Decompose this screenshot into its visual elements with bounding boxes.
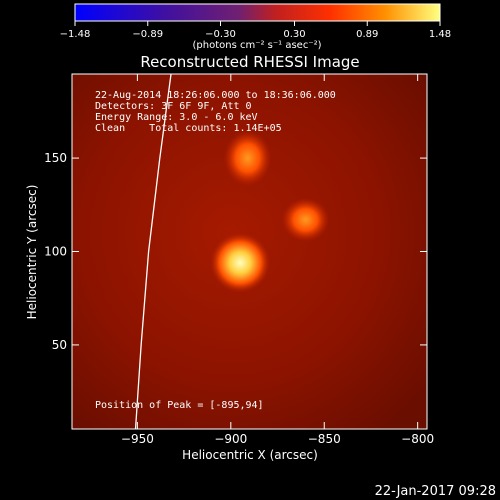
emission-source — [210, 232, 271, 293]
footer-date: 22-Jan-2017 09:28 — [375, 484, 496, 499]
annotations: 22-Aug-2014 18:26:06.000 to 18:36:06.000… — [95, 90, 336, 411]
x-tick-label: −800 — [401, 432, 434, 446]
emission-source — [223, 130, 272, 187]
x-tick-label: −900 — [214, 432, 247, 446]
annotation-counts: Clean Total counts: 1.14E+05 — [95, 123, 282, 134]
annotation-detectors: Detectors: 3F 6F 9F, Att 0 — [95, 101, 252, 112]
colorbar-tick-label: −1.48 — [60, 29, 91, 40]
x-tick-label: −950 — [121, 432, 154, 446]
colorbar-gradient — [74, 3, 441, 22]
colorbar-tick-label: −0.89 — [132, 29, 163, 40]
y-axis-ticks: 50 100 150 — [44, 151, 427, 352]
colorbar-unit: (photons cm⁻² s⁻¹ asec⁻²) — [192, 40, 321, 51]
colorbar-tick-label: 1.48 — [429, 29, 451, 40]
colorbar-tick-label: 0.30 — [283, 29, 305, 40]
y-tick-label: 100 — [44, 245, 67, 259]
x-tick-label: −850 — [308, 432, 341, 446]
x-axis-label: Heliocentric X (arcsec) — [182, 448, 318, 462]
annotation-energy: Energy Range: 3.0 - 6.0 keV — [95, 112, 258, 123]
chart-title: Reconstructed RHESSI Image — [140, 53, 359, 71]
y-tick-label: 50 — [52, 338, 67, 352]
colorbar-tick-label: 0.89 — [356, 29, 378, 40]
colorbar-tick-label: −0.30 — [205, 29, 236, 40]
x-axis-ticks: −950 −900 −850 −800 — [121, 74, 434, 446]
colorbar-ticks: −1.48 −0.89 −0.30 0.30 0.89 1.48 — [60, 21, 451, 40]
annotation-time: 22-Aug-2014 18:26:06.000 to 18:36:06.000 — [95, 90, 336, 101]
colorbar: −1.48 −0.89 −0.30 0.30 0.89 1.48 (photons cm⁻… — [60, 3, 451, 51]
annotation-peak-position: Position of Peak = [-895,94] — [95, 400, 264, 411]
solar-limb — [134, 74, 172, 429]
emission-source — [281, 197, 330, 242]
y-tick-label: 150 — [44, 151, 67, 165]
image-area — [72, 74, 427, 429]
y-axis-label: Heliocentric Y (arcsec) — [25, 185, 39, 320]
